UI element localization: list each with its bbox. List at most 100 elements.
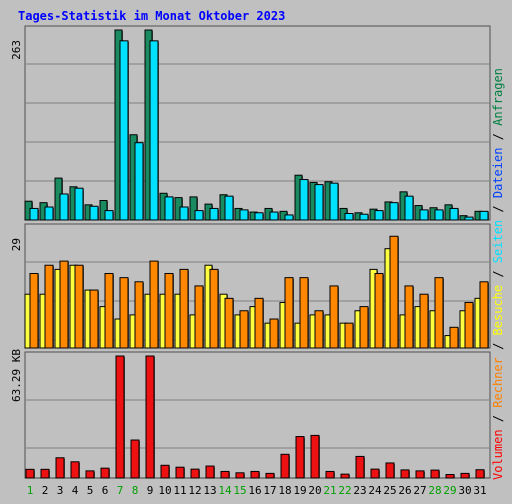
bar-volumen-day-20 (310, 434, 320, 479)
day-label-17: 17 (263, 484, 276, 497)
bar-rechner-day-12 (194, 285, 204, 349)
bar-dateien-day-21 (329, 182, 339, 221)
day-label-18: 18 (278, 484, 291, 497)
bar-volumen-day-13 (205, 465, 215, 479)
bar-rechner-day-4 (74, 264, 84, 349)
bar-dateien-day-19 (299, 179, 309, 221)
chart-panels (24, 25, 491, 479)
bar-rechner-day-2 (44, 264, 54, 349)
bar-rechner-day-14 (224, 297, 234, 349)
day-label-7: 7 (117, 484, 124, 497)
bar-rechner-day-3 (59, 260, 69, 349)
bar-volumen-day-28 (430, 469, 440, 479)
bar-rechner-day-11 (179, 268, 189, 349)
bar-rechner-day-29 (449, 326, 459, 349)
day-label-13: 13 (203, 484, 216, 497)
bar-volumen-day-3 (55, 457, 65, 479)
day-label-12: 12 (188, 484, 201, 497)
bar-dateien-day-20 (314, 184, 324, 221)
legend-segment-10: Anfragen (491, 68, 505, 126)
day-label-8: 8 (132, 484, 139, 497)
bar-dateien-day-31 (479, 210, 489, 221)
panel-3-frame (24, 351, 491, 479)
bar-dateien-day-2 (44, 206, 54, 221)
bar-rechner-day-6 (104, 273, 114, 349)
day-label-23: 23 (353, 484, 366, 497)
day-label-29: 29 (443, 484, 456, 497)
bar-rechner-day-1 (29, 273, 39, 349)
bar-dateien-day-14 (224, 195, 234, 221)
day-label-28: 28 (428, 484, 441, 497)
bar-rechner-day-13 (209, 268, 219, 349)
day-label-11: 11 (173, 484, 186, 497)
bar-rechner-day-27 (419, 293, 429, 349)
legend-segment-9: / (491, 126, 505, 148)
panel-1-frame (24, 25, 491, 221)
bar-volumen-day-2 (40, 468, 50, 479)
bar-dateien-day-6 (104, 210, 114, 221)
bar-rechner-day-16 (254, 297, 264, 349)
day-label-24: 24 (368, 484, 382, 497)
bar-dateien-day-12 (194, 210, 204, 221)
bar-volumen-day-4 (70, 461, 80, 479)
legend-segment-4: Besuche (491, 285, 505, 336)
day-label-6: 6 (102, 484, 109, 497)
bar-volumen-day-29 (445, 474, 455, 479)
bar-rechner-day-21 (329, 285, 339, 349)
day-label-16: 16 (248, 484, 261, 497)
day-label-20: 20 (308, 484, 321, 497)
bar-volumen-day-15 (235, 472, 245, 479)
day-label-2: 2 (42, 484, 49, 497)
panel2-ymax-label: 29 (10, 238, 23, 251)
bar-rechner-day-24 (374, 273, 384, 349)
bar-rechner-day-30 (464, 301, 474, 349)
bar-volumen-day-21 (325, 470, 335, 479)
bar-volumen-day-18 (280, 453, 290, 479)
bar-dateien-day-24 (374, 210, 384, 221)
bar-dateien-day-10 (164, 196, 174, 221)
day-label-3: 3 (57, 484, 64, 497)
bar-rechner-day-5 (89, 289, 99, 349)
bar-dateien-day-1 (29, 207, 39, 221)
chart-title: Tages-Statistik im Monat Oktober 2023 (18, 9, 285, 23)
bar-rechner-day-28 (434, 277, 444, 349)
day-label-19: 19 (293, 484, 306, 497)
bar-rechner-day-26 (404, 285, 414, 349)
day-label-10: 10 (158, 484, 171, 497)
bar-volumen-day-6 (100, 467, 110, 479)
bar-rechner-day-17 (269, 318, 279, 349)
bar-rechner-day-23 (359, 306, 369, 349)
bar-volumen-day-12 (190, 468, 200, 479)
day-label-31: 31 (473, 484, 486, 497)
day-label-27: 27 (413, 484, 426, 497)
bar-rechner-day-8 (134, 281, 144, 349)
legend-segment-2: Rechner (491, 357, 505, 408)
bar-volumen-day-26 (400, 469, 410, 479)
day-label-4: 4 (72, 484, 79, 497)
bar-volumen-day-31 (475, 469, 485, 479)
bar-dateien-day-25 (389, 202, 399, 221)
bar-rechner-day-31 (479, 281, 489, 349)
day-labels: 1 2 3 4 5 6 7 8 9 10 11 12 13 14 15 16 17 18 19 20 21 22 23 24 2… (27, 484, 487, 497)
bar-volumen-day-24 (370, 468, 380, 479)
bar-dateien-day-30 (464, 216, 474, 221)
bar-dateien-day-7 (119, 40, 129, 221)
bar-volumen-day-30 (460, 472, 470, 479)
bar-dateien-day-5 (89, 205, 99, 221)
bar-volumen-day-17 (265, 472, 275, 479)
day-label-30: 30 (458, 484, 471, 497)
bar-volumen-day-10 (160, 464, 170, 479)
bar-anfragen-day-12 (189, 196, 198, 221)
bar-rechner-day-7 (119, 277, 129, 349)
day-label-9: 9 (147, 484, 154, 497)
legend-segment-0: Volumen (491, 429, 505, 480)
day-label-22: 22 (338, 484, 351, 497)
day-label-25: 25 (383, 484, 396, 497)
bar-rechner-day-15 (239, 310, 249, 349)
bar-volumen-day-8 (130, 439, 140, 479)
legend-segment-3: / (491, 335, 505, 357)
bar-volumen-day-1 (25, 468, 35, 479)
day-label-5: 5 (87, 484, 94, 497)
legend-segment-5: / (491, 263, 505, 285)
bar-rechner-day-9 (149, 260, 159, 349)
